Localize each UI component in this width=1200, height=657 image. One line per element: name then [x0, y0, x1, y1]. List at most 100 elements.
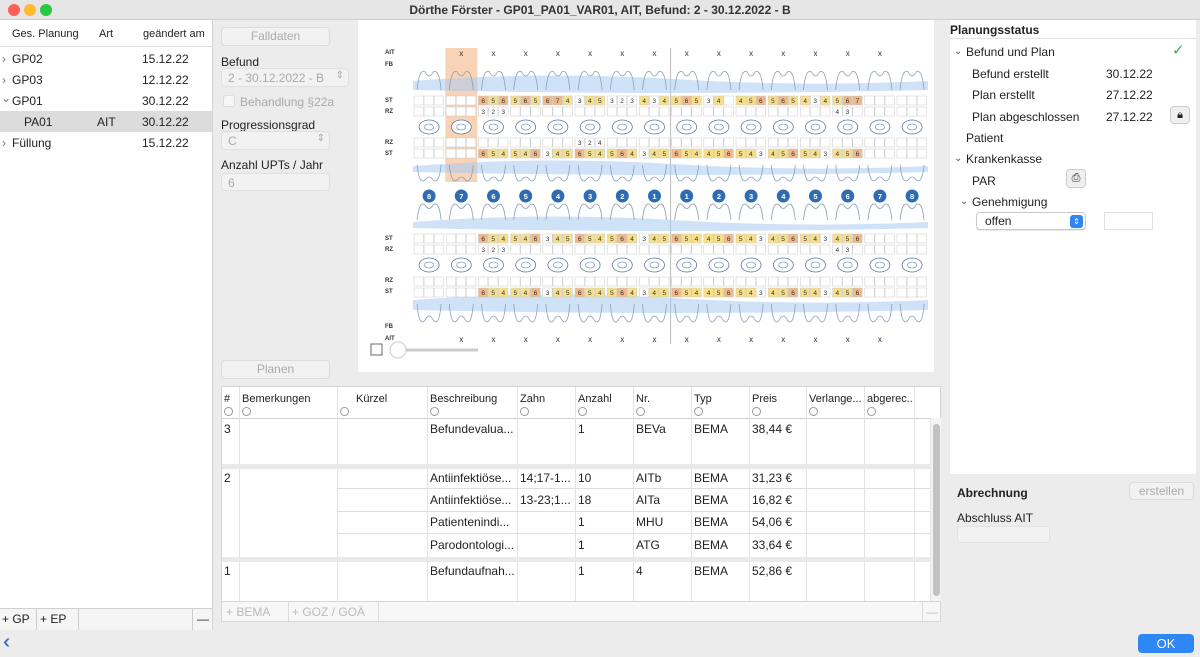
filter-radio[interactable]: [636, 407, 645, 416]
minimize-window-button[interactable]: [24, 4, 36, 16]
print-button[interactable]: ⎙: [1066, 169, 1086, 188]
chevron-down-icon[interactable]: ⌄: [954, 153, 963, 164]
col-header-abgerechnet[interactable]: abgerec...: [867, 393, 916, 405]
genehmigung-label: Genehmigung: [972, 195, 1048, 209]
progressionsgrad-select[interactable]: C ⇕: [221, 131, 330, 150]
col-header-date[interactable]: geändert am: [143, 28, 205, 40]
filter-radio[interactable]: [578, 407, 587, 416]
ok-button[interactable]: OK: [1138, 634, 1194, 653]
add-goz-button[interactable]: + GOZ / GOÄ: [292, 605, 366, 619]
filter-radio[interactable]: [809, 407, 818, 416]
filter-radio[interactable]: [224, 407, 233, 416]
measurement-cell: [916, 287, 927, 298]
genehmigung-select[interactable]: offen ⇕: [976, 212, 1086, 230]
list-item-selected[interactable]: PA01 AIT 30.12.22: [0, 111, 212, 132]
measurement-cell: [778, 244, 788, 255]
chevron-down-icon[interactable]: ⌄: [960, 196, 969, 207]
add-gp-button[interactable]: + GP: [2, 612, 30, 626]
measurement-cell: [659, 95, 670, 106]
filter-radio[interactable]: [242, 407, 251, 416]
list-item[interactable]: › GP02 15.12.22: [2, 52, 189, 66]
measurement-cell: [594, 137, 605, 148]
periodontal-chart-svg[interactable]: AIT FB ST RZ RZ ST ST RZ RZ ST FB AIT x x x x x x x x x x x x x x…: [358, 20, 934, 372]
measurement-cell: [788, 287, 799, 298]
erstellen-button[interactable]: erstellen: [1129, 482, 1194, 500]
measurement-cell: [906, 137, 917, 148]
filter-radio[interactable]: [340, 407, 349, 416]
tooth-occlusal: [644, 257, 665, 273]
genehmigung-date-field[interactable]: [1104, 212, 1153, 230]
ait-mark: x: [685, 49, 689, 58]
filter-radio[interactable]: [694, 407, 703, 416]
chevron-right-icon[interactable]: ›: [2, 136, 6, 150]
measurement-cell: [498, 233, 509, 244]
chevron-right-icon[interactable]: ›: [2, 52, 6, 66]
list-item[interactable]: › Füllung 15.12.22: [2, 136, 189, 150]
measurement-cell: [456, 244, 466, 255]
tooth-number-badge: [648, 189, 661, 203]
behandlung-checkbox[interactable]: [223, 95, 235, 107]
list-item[interactable]: ⌄ GP01 30.12.22: [1, 91, 189, 108]
chevron-down-icon[interactable]: ⌄: [954, 46, 963, 57]
measurement-cell: [681, 233, 692, 244]
measurement-cell: [884, 148, 895, 159]
abschluss-ait-field[interactable]: [957, 526, 1050, 543]
measurement-value: 4: [749, 151, 753, 158]
measurement-cell: [498, 95, 509, 106]
tooth-number: 1: [652, 192, 656, 201]
tooth-occlusal-center: [810, 123, 821, 131]
measurement-value: 5: [610, 151, 614, 158]
zoom-window-button[interactable]: [40, 4, 52, 16]
measurement-cell: [433, 276, 444, 287]
col-header-beschreibung[interactable]: Beschreibung: [430, 393, 498, 405]
scrollbar-thumb[interactable]: [933, 424, 940, 596]
filter-radio[interactable]: [867, 407, 876, 416]
col-header-kuerzel[interactable]: Kürzel: [356, 393, 388, 405]
measurement-cell: [562, 106, 573, 117]
measurement-value: 6: [620, 151, 624, 158]
filter-radio[interactable]: [430, 407, 439, 416]
table-scrollbar[interactable]: [930, 418, 941, 601]
chevron-down-icon[interactable]: ⌄: [1, 91, 12, 105]
chevron-right-icon[interactable]: ›: [2, 73, 6, 87]
col-header-preis[interactable]: Preis: [752, 393, 778, 405]
collapse-sidebar-icon[interactable]: ‹‹: [3, 631, 12, 653]
measurement-cell: [852, 276, 863, 287]
planen-button[interactable]: Planen: [221, 360, 330, 379]
measurement-cell: [659, 148, 670, 159]
measurement-value: 6: [501, 98, 505, 105]
measurement-cell: [552, 95, 563, 106]
falldaten-button[interactable]: Falldaten: [221, 27, 330, 46]
col-header-typ[interactable]: Typ: [694, 393, 712, 405]
dental-chart[interactable]: AIT FB ST RZ RZ ST ST RZ RZ ST FB AIT x x x x x x x x x x x x x x…: [358, 20, 934, 372]
upts-input[interactable]: 6: [221, 173, 330, 191]
add-bema-button[interactable]: + BEMA: [226, 605, 271, 619]
tooth-occlusal: [515, 257, 537, 273]
measurement-cell: [884, 137, 895, 148]
close-window-button[interactable]: [8, 4, 20, 16]
list-item[interactable]: › GP03 12.12.22: [2, 73, 189, 87]
tooth-number-badge: [712, 189, 726, 203]
filter-radio[interactable]: [752, 407, 761, 416]
col-header-verlangen[interactable]: Verlange...: [809, 393, 862, 405]
befund-select[interactable]: 2 - 30.12.2022 - B ⇕: [221, 68, 349, 87]
col-header-art[interactable]: Art: [99, 28, 114, 40]
lock-button[interactable]: 🔒︎: [1170, 106, 1190, 124]
measurement-cell: [671, 233, 682, 244]
tooth-root: [448, 303, 474, 323]
filter-radio[interactable]: [520, 407, 529, 416]
measurement-cell: [617, 137, 627, 148]
add-ep-button[interactable]: + EP: [40, 612, 67, 626]
measurement-cell: [413, 287, 424, 298]
col-header-zahn[interactable]: Zahn: [520, 393, 546, 405]
measurement-cell: [755, 148, 766, 159]
col-header-nr[interactable]: Nr.: [636, 393, 651, 405]
measurement-cell: [788, 148, 799, 159]
col-header-planung[interactable]: Ges. Planung: [12, 28, 79, 40]
col-header-anzahl[interactable]: Anzahl: [578, 393, 612, 405]
remove-row-button[interactable]: —: [926, 605, 938, 619]
col-header-num[interactable]: #: [224, 393, 231, 405]
remove-planning-button[interactable]: —: [197, 612, 209, 626]
tooth-root: [577, 71, 603, 91]
col-header-bemerkungen[interactable]: Bemerkungen: [242, 393, 311, 405]
